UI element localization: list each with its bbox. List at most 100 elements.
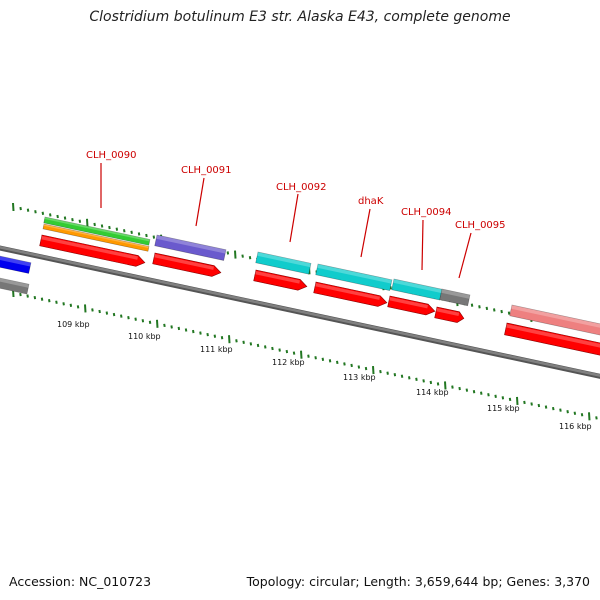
lower-tick: [170, 325, 173, 329]
scale-label: 109 kbp: [57, 320, 90, 329]
lower-tick: [33, 295, 37, 300]
lower-tick: [451, 385, 454, 389]
upper-tick: [26, 208, 30, 212]
lower-tick: [372, 366, 375, 375]
upper-tick: [19, 206, 22, 211]
leader-line: [421, 219, 424, 271]
lower-tick: [84, 304, 87, 313]
leader-line: [360, 208, 371, 258]
gene-label-text: CLH_0091: [181, 165, 232, 176]
lower-tick: [472, 389, 476, 394]
cyan-feature-dhak: [315, 263, 393, 291]
lower-tick: [588, 412, 591, 421]
lower-tick: [494, 394, 497, 398]
upper-tick: [12, 202, 15, 212]
cds-arrow-dhak: [313, 281, 388, 307]
lower-tick: [256, 343, 260, 348]
lower-tick: [112, 312, 116, 317]
upper-tick: [145, 233, 148, 238]
lower-tick: [292, 351, 296, 355]
upper-tick: [49, 213, 52, 217]
cyan-feature-0094: [391, 278, 443, 301]
lower-tick: [458, 386, 461, 391]
lower-tick: [580, 413, 584, 417]
upper-tick: [78, 219, 82, 223]
lower-tick: [127, 315, 130, 320]
upper-tick: [123, 229, 126, 233]
lower-tick: [544, 405, 548, 409]
upper-tick: [485, 306, 489, 311]
cds-arrow-0092: [253, 269, 308, 291]
lower-tick: [393, 373, 397, 377]
gene-label-text: CLH_0092: [276, 182, 327, 193]
lower-tick: [508, 397, 512, 402]
lower-tick: [530, 402, 533, 406]
gene-label: dhaK: [358, 196, 384, 258]
lower-tick: [408, 376, 411, 380]
lower-tick: [192, 329, 195, 334]
lower-tick: [364, 366, 368, 371]
lower-tick: [48, 299, 51, 303]
lower-tick: [278, 348, 281, 352]
lower-tick: [307, 354, 310, 358]
upper-tick: [130, 230, 133, 235]
upper-tick: [115, 227, 119, 231]
lower-tick: [199, 331, 202, 335]
grey-feature-0095: [439, 288, 471, 307]
upper-tick: [71, 218, 74, 222]
cds-arrow-0095: [434, 306, 465, 323]
upper-tick: [108, 225, 111, 230]
upper-tick: [493, 308, 496, 312]
upper-tick: [100, 224, 104, 228]
lower-tick: [163, 323, 166, 328]
lower-tick: [69, 303, 73, 307]
lower-tick: [343, 362, 346, 366]
gene-label: CLH_0091: [181, 165, 232, 227]
scale-label: 115 kbp: [487, 404, 520, 413]
lower-tick: [62, 302, 65, 306]
lower-tick: [40, 297, 44, 301]
lower-tick: [98, 309, 101, 314]
features: [0, 216, 600, 357]
leader-line: [195, 177, 205, 227]
backbone: [0, 245, 600, 379]
lower-tick: [264, 345, 267, 349]
lower-tick: [328, 359, 332, 363]
upper-tick: [152, 235, 156, 239]
lower-tick: [206, 332, 209, 337]
lower-tick: [552, 406, 555, 411]
lower-tick: [220, 336, 224, 340]
backbone-highlight: [0, 246, 600, 377]
gene-label-text: CLH_0095: [455, 220, 506, 231]
lower-tick: [350, 363, 353, 368]
lower-tick: [422, 379, 425, 383]
lower-tick: [537, 403, 541, 408]
gene-label: CLH_0095: [455, 220, 506, 279]
accession-text: Accession: NC_010723: [9, 574, 152, 589]
upper-tick: [56, 214, 59, 219]
upper-tick: [93, 222, 96, 227]
lower-tick: [559, 408, 562, 412]
lower-tick: [415, 377, 418, 381]
upper-tick: [507, 311, 511, 315]
lower-tick: [336, 360, 339, 365]
purple-feature-0091: [154, 234, 227, 261]
green-feature: [43, 216, 151, 246]
topology-text: Topology: circular; Length: 3,659,644 bp…: [246, 574, 590, 589]
lower-tick: [566, 410, 569, 414]
scale-label: 113 kbp: [343, 373, 376, 382]
upper-tick: [137, 232, 141, 236]
lower-tick: [271, 346, 274, 351]
lower-tick: [314, 356, 317, 360]
lower-tick: [321, 357, 325, 361]
lower-tick: [429, 380, 433, 385]
scale-labels: 109 kbp 110 kbp 111 kbp 112 kbp 113 kbp 114 k…: [57, 320, 592, 431]
lower-tick: [516, 396, 519, 405]
lower-tick: [55, 300, 58, 304]
lower-tick: [26, 294, 29, 298]
gene-label: CLH_0094: [401, 207, 452, 271]
gene-label: CLH_0092: [276, 182, 327, 243]
lower-tick: [501, 396, 505, 400]
lower-tick: [436, 382, 440, 386]
